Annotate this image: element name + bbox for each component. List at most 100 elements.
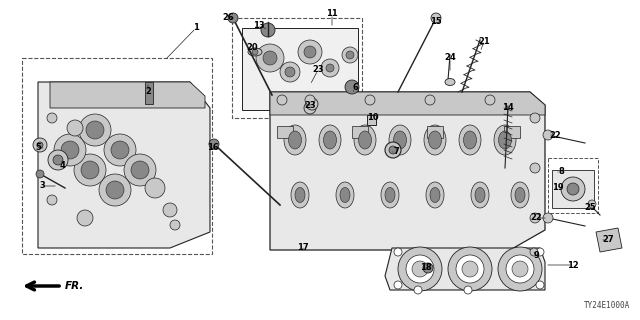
Circle shape [67, 120, 83, 136]
Text: 2: 2 [145, 87, 151, 97]
Circle shape [163, 203, 177, 217]
Circle shape [209, 139, 219, 149]
Circle shape [530, 248, 538, 256]
Circle shape [280, 62, 300, 82]
Bar [352, 126, 368, 138]
Circle shape [506, 255, 534, 283]
Ellipse shape [248, 48, 262, 56]
Text: 16: 16 [207, 143, 219, 153]
Text: 22: 22 [530, 213, 542, 222]
Circle shape [86, 121, 104, 139]
Circle shape [326, 64, 334, 72]
Circle shape [277, 95, 287, 105]
Circle shape [77, 210, 93, 226]
Circle shape [543, 213, 553, 223]
Circle shape [530, 163, 540, 173]
Circle shape [124, 154, 156, 186]
Text: 23: 23 [312, 66, 324, 75]
Ellipse shape [430, 188, 440, 203]
Circle shape [263, 51, 277, 65]
Circle shape [285, 67, 295, 77]
Polygon shape [242, 28, 358, 110]
Text: 7: 7 [393, 148, 399, 156]
Ellipse shape [463, 131, 477, 149]
Circle shape [252, 49, 258, 55]
Circle shape [394, 248, 402, 256]
Circle shape [365, 95, 375, 105]
Text: 27: 27 [602, 236, 614, 244]
Circle shape [398, 247, 442, 291]
Circle shape [48, 150, 68, 170]
Circle shape [47, 195, 57, 205]
Circle shape [81, 161, 99, 179]
Ellipse shape [424, 125, 446, 155]
Circle shape [530, 113, 540, 123]
Ellipse shape [394, 131, 406, 149]
Circle shape [256, 44, 284, 72]
Text: 13: 13 [253, 20, 265, 29]
Circle shape [298, 40, 322, 64]
Circle shape [228, 13, 238, 23]
Text: 5: 5 [35, 143, 41, 153]
Text: 21: 21 [478, 37, 490, 46]
Ellipse shape [284, 125, 306, 155]
Text: 23: 23 [304, 100, 316, 109]
Circle shape [304, 102, 316, 114]
Ellipse shape [511, 182, 529, 208]
Ellipse shape [475, 188, 485, 203]
Circle shape [306, 98, 318, 110]
Polygon shape [38, 82, 210, 248]
Ellipse shape [289, 131, 301, 149]
Ellipse shape [354, 125, 376, 155]
Circle shape [485, 95, 495, 105]
Text: 18: 18 [420, 263, 432, 273]
Ellipse shape [340, 188, 350, 203]
Circle shape [567, 183, 579, 195]
Ellipse shape [471, 182, 489, 208]
Ellipse shape [381, 182, 399, 208]
Circle shape [389, 146, 397, 154]
Circle shape [536, 281, 544, 289]
Circle shape [462, 261, 478, 277]
Circle shape [346, 51, 354, 59]
Polygon shape [596, 228, 622, 252]
Text: 9: 9 [533, 252, 539, 260]
Text: 12: 12 [567, 260, 579, 269]
Text: 14: 14 [502, 103, 514, 113]
Circle shape [588, 200, 596, 208]
Bar [427, 126, 443, 138]
Polygon shape [270, 92, 545, 115]
Circle shape [106, 181, 124, 199]
Polygon shape [270, 92, 545, 250]
Ellipse shape [291, 182, 309, 208]
Circle shape [423, 263, 433, 273]
Bar [22, 58, 212, 254]
Circle shape [33, 138, 47, 152]
Circle shape [74, 154, 106, 186]
Ellipse shape [358, 131, 371, 149]
Polygon shape [385, 248, 545, 290]
Circle shape [79, 114, 111, 146]
Text: 22: 22 [549, 131, 561, 140]
Circle shape [543, 130, 553, 140]
Text: 17: 17 [297, 244, 309, 252]
Text: 19: 19 [552, 183, 564, 193]
Circle shape [37, 142, 43, 148]
Circle shape [498, 247, 542, 291]
Text: FR.: FR. [65, 281, 84, 291]
Circle shape [561, 177, 585, 201]
Ellipse shape [459, 125, 481, 155]
Circle shape [131, 161, 149, 179]
Bar [232, 18, 362, 118]
Circle shape [304, 46, 316, 58]
Circle shape [530, 213, 540, 223]
Text: 20: 20 [246, 43, 258, 52]
Bar [548, 158, 598, 213]
Circle shape [145, 178, 165, 198]
Text: 4: 4 [59, 161, 65, 170]
Circle shape [512, 261, 528, 277]
Polygon shape [50, 82, 205, 108]
Bar [552, 170, 594, 208]
Circle shape [61, 141, 79, 159]
Circle shape [536, 248, 544, 256]
